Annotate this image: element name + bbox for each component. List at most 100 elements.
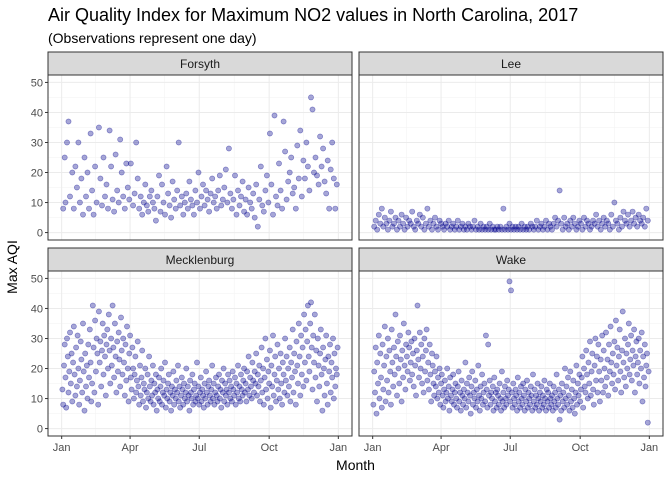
data-point bbox=[289, 374, 295, 381]
data-point bbox=[505, 392, 511, 399]
data-point bbox=[103, 181, 110, 188]
data-point bbox=[149, 362, 156, 369]
data-point bbox=[462, 359, 469, 366]
data-point bbox=[532, 223, 539, 230]
data-point bbox=[195, 383, 202, 390]
data-point bbox=[141, 386, 148, 393]
data-point bbox=[273, 377, 280, 384]
data-point bbox=[278, 380, 285, 387]
data-point bbox=[334, 344, 341, 351]
data-point bbox=[186, 178, 193, 185]
data-point bbox=[327, 341, 333, 348]
data-point bbox=[403, 353, 410, 360]
data-point bbox=[377, 350, 384, 357]
data-point bbox=[294, 362, 301, 369]
data-point bbox=[219, 377, 225, 384]
data-point bbox=[140, 398, 146, 405]
data-point bbox=[156, 398, 163, 405]
data-point bbox=[500, 389, 507, 396]
data-point bbox=[514, 407, 520, 414]
data-point bbox=[75, 365, 82, 372]
data-point bbox=[193, 392, 200, 399]
data-point bbox=[596, 368, 603, 375]
data-point bbox=[439, 392, 446, 399]
y-tick-label: 10 bbox=[31, 198, 43, 210]
data-point bbox=[628, 377, 635, 384]
data-point bbox=[378, 374, 384, 381]
data-point bbox=[126, 350, 133, 357]
data-point bbox=[214, 398, 221, 405]
data-point bbox=[308, 344, 315, 351]
y-tick-label: 10 bbox=[31, 394, 43, 406]
data-point bbox=[137, 362, 143, 369]
data-point bbox=[588, 368, 595, 375]
data-point bbox=[330, 175, 337, 182]
data-point bbox=[544, 226, 551, 233]
data-point bbox=[562, 365, 568, 372]
data-point bbox=[80, 320, 86, 327]
data-point bbox=[521, 407, 528, 414]
data-point bbox=[397, 332, 403, 339]
data-point bbox=[75, 139, 82, 146]
data-point bbox=[565, 226, 572, 233]
data-point bbox=[233, 380, 240, 387]
data-point bbox=[473, 226, 479, 233]
data-point bbox=[471, 217, 478, 224]
data-point bbox=[512, 223, 519, 230]
data-point bbox=[503, 401, 510, 408]
data-point bbox=[224, 199, 231, 206]
data-point bbox=[602, 223, 609, 230]
data-point bbox=[552, 404, 559, 411]
data-point bbox=[213, 205, 220, 212]
data-point bbox=[473, 404, 479, 411]
data-point bbox=[254, 392, 260, 399]
data-point bbox=[201, 380, 208, 387]
data-point bbox=[272, 353, 279, 360]
data-point bbox=[474, 398, 481, 405]
data-point bbox=[448, 223, 455, 230]
data-point bbox=[71, 371, 78, 378]
data-point bbox=[168, 407, 174, 414]
data-point bbox=[373, 410, 380, 417]
data-point bbox=[332, 383, 339, 390]
data-point bbox=[159, 401, 165, 408]
data-point bbox=[526, 226, 533, 233]
data-point bbox=[317, 133, 323, 140]
data-point bbox=[188, 395, 195, 402]
data-point bbox=[292, 401, 299, 408]
data-point bbox=[408, 338, 415, 345]
data-point bbox=[311, 359, 317, 366]
data-point bbox=[102, 193, 108, 200]
x-tick-label: Apr bbox=[122, 442, 139, 454]
data-point bbox=[274, 341, 281, 348]
data-point bbox=[330, 395, 337, 402]
data-point bbox=[225, 145, 232, 152]
data-point bbox=[573, 362, 580, 369]
data-point bbox=[106, 127, 113, 134]
data-point bbox=[507, 398, 514, 405]
data-point bbox=[256, 362, 263, 369]
data-point bbox=[146, 383, 153, 390]
data-point bbox=[508, 287, 514, 294]
data-point bbox=[308, 94, 314, 101]
data-point bbox=[391, 371, 398, 378]
data-point bbox=[437, 401, 444, 408]
data-point bbox=[384, 377, 390, 384]
data-point bbox=[476, 407, 483, 414]
data-point bbox=[142, 365, 149, 372]
x-axis-title: Month bbox=[336, 457, 375, 473]
data-point bbox=[290, 389, 297, 396]
data-point bbox=[623, 220, 630, 227]
data-point bbox=[228, 398, 235, 405]
data-point bbox=[480, 223, 487, 230]
data-point bbox=[540, 392, 546, 399]
data-point bbox=[418, 341, 425, 348]
data-point bbox=[571, 410, 578, 417]
data-point bbox=[467, 223, 473, 230]
data-point bbox=[439, 223, 446, 230]
data-point bbox=[398, 211, 405, 218]
data-point bbox=[256, 196, 263, 203]
data-point bbox=[614, 344, 621, 351]
data-point bbox=[455, 368, 462, 375]
x-tick-label: Oct bbox=[261, 442, 278, 454]
